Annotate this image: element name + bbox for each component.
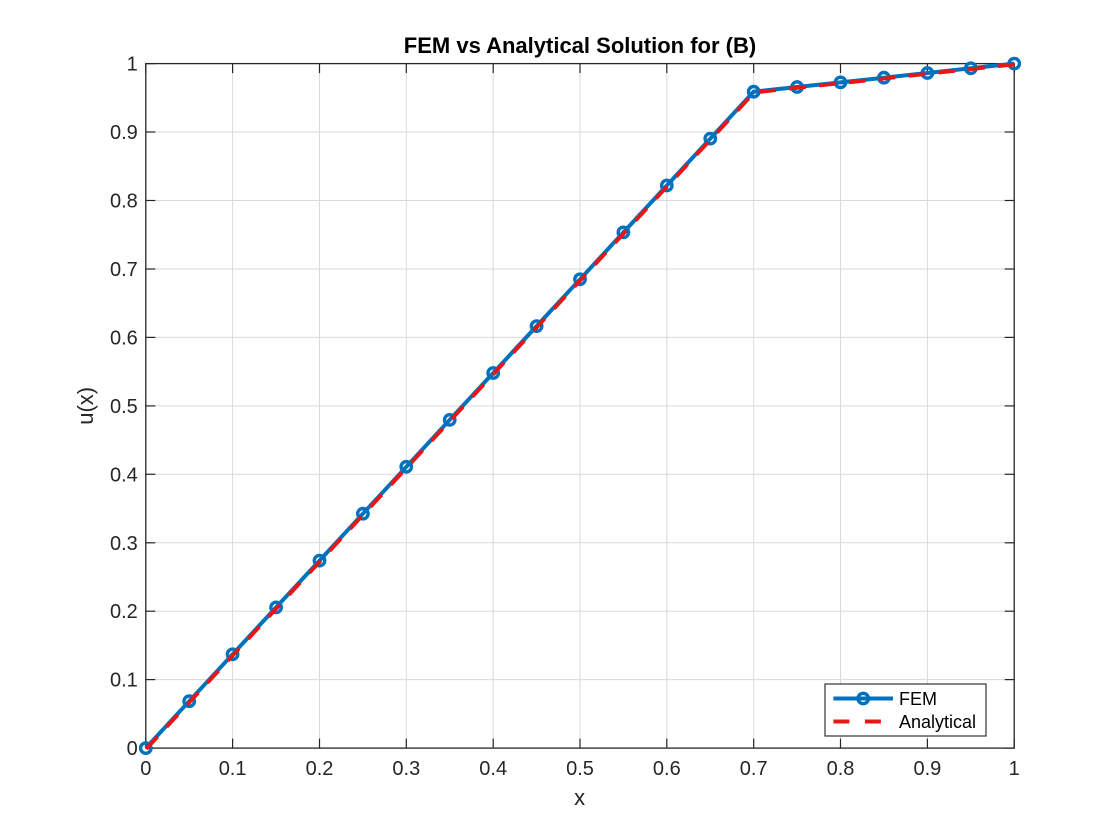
svg-text:0.4: 0.4	[110, 464, 138, 486]
svg-text:0.9: 0.9	[110, 122, 138, 144]
svg-text:FEM vs Analytical Solution for: FEM vs Analytical Solution for (B)	[404, 33, 756, 58]
svg-text:0.2: 0.2	[110, 601, 138, 623]
svg-text:0: 0	[127, 738, 138, 760]
svg-text:1: 1	[127, 54, 138, 76]
svg-text:0: 0	[140, 758, 151, 780]
svg-text:0.1: 0.1	[110, 670, 138, 692]
svg-text:0.6: 0.6	[653, 758, 681, 780]
svg-text:0.8: 0.8	[827, 758, 855, 780]
svg-text:x: x	[574, 785, 585, 810]
svg-text:0.7: 0.7	[740, 758, 768, 780]
svg-text:0.8: 0.8	[110, 191, 138, 213]
svg-text:0.3: 0.3	[392, 758, 420, 780]
svg-text:0.9: 0.9	[913, 758, 941, 780]
svg-text:0.6: 0.6	[110, 327, 138, 349]
svg-text:0.7: 0.7	[110, 259, 138, 281]
svg-text:0.4: 0.4	[479, 758, 507, 780]
svg-text:0.2: 0.2	[306, 758, 334, 780]
svg-text:1: 1	[1009, 758, 1020, 780]
svg-text:0.5: 0.5	[566, 758, 594, 780]
svg-text:0.1: 0.1	[219, 758, 247, 780]
svg-text:0.5: 0.5	[110, 396, 138, 418]
svg-text:0.3: 0.3	[110, 533, 138, 555]
svg-text:Analytical: Analytical	[899, 712, 976, 732]
svg-text:u(x): u(x)	[73, 387, 98, 425]
svg-text:FEM: FEM	[899, 689, 937, 709]
